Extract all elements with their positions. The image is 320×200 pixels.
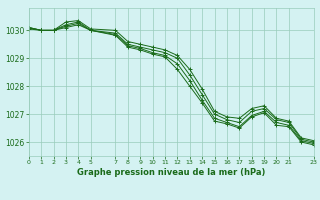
X-axis label: Graphe pression niveau de la mer (hPa): Graphe pression niveau de la mer (hPa) <box>77 168 265 177</box>
